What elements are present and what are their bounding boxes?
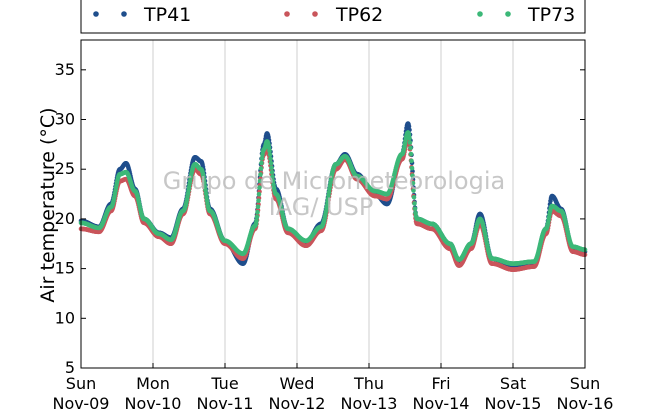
x-tick-date-label: Nov-13 — [341, 394, 398, 409]
y-axis-label: Air temperature (°C) — [37, 107, 59, 302]
x-tick-date-label: Nov-12 — [269, 394, 326, 409]
data-point — [406, 124, 412, 129]
watermark-line-1: Grupo de Micrometeorologia — [163, 167, 505, 195]
legend-marker-tp73-a — [477, 11, 483, 17]
data-point — [408, 145, 413, 151]
x-tick-day-label: Mon — [136, 374, 170, 393]
legend-box: TP41 TP62 TP73 — [80, 0, 586, 34]
data-point — [268, 156, 273, 162]
data-point — [254, 218, 259, 224]
data-point — [259, 160, 264, 166]
x-tick-day-label: Wed — [280, 374, 315, 393]
data-point — [269, 169, 275, 175]
y-axis: 5 10 15 20 25 30 35 — [55, 60, 585, 377]
data-point — [202, 184, 208, 189]
x-tick-date-label: Nov-10 — [125, 394, 182, 409]
vertical-grid — [152, 40, 514, 368]
data-point — [203, 191, 209, 197]
data-point — [255, 209, 260, 215]
legend-marker-tp41-b — [121, 11, 127, 17]
data-point — [410, 180, 416, 186]
data-point — [409, 158, 414, 164]
legend-entry-tp73: TP73 — [477, 4, 575, 26]
data-point — [270, 178, 276, 184]
data-point — [269, 165, 274, 171]
y-tick-label: 5 — [65, 358, 75, 377]
data-point — [255, 204, 261, 210]
legend-label-tp73: TP73 — [527, 4, 575, 26]
y-tick-label: 20 — [55, 209, 75, 228]
x-tick-date-label: Nov-15 — [485, 394, 542, 409]
legend-entry-tp62: TP62 — [284, 4, 383, 26]
legend-frame — [80, 0, 586, 34]
data-point — [257, 185, 262, 190]
x-tick-date-label: Nov-16 — [557, 394, 614, 409]
data-point — [258, 172, 263, 177]
data-point — [268, 160, 274, 166]
legend-entry-tp41: TP41 — [93, 4, 191, 26]
legend-marker-tp62-a — [284, 11, 290, 17]
x-tick-day-label: Sun — [570, 374, 600, 393]
data-point — [257, 178, 263, 184]
data-point — [258, 166, 264, 171]
data-point — [411, 194, 417, 200]
data-point — [407, 140, 413, 145]
data-point — [256, 191, 262, 197]
data-point — [407, 135, 412, 141]
watermark-line-2: IAG/ USP — [269, 193, 374, 221]
data-point — [202, 180, 207, 186]
data-point — [259, 155, 265, 161]
x-tick-day-label: Tue — [210, 374, 238, 393]
plot-series — [78, 121, 588, 272]
x-tick-day-label: Sun — [66, 374, 96, 393]
y-tick-label: 35 — [55, 60, 75, 79]
y-tick-label: 15 — [55, 259, 75, 278]
data-point — [412, 206, 418, 212]
series-tp73 — [78, 130, 588, 266]
data-point — [254, 214, 260, 220]
data-point — [412, 201, 417, 206]
plot-frame — [80, 39, 586, 369]
legend-marker-tp62-b — [312, 11, 318, 17]
y-tick-label: 25 — [55, 159, 75, 178]
x-tick-date-label: Nov-14 — [413, 394, 470, 409]
x-axis: SunNov-09MonNov-10TueNov-11WedNov-12ThuN… — [53, 363, 614, 409]
data-point — [267, 148, 272, 154]
legend-label-tp41: TP41 — [143, 4, 191, 26]
legend-marker-tp73-b — [505, 11, 511, 17]
data-point — [411, 188, 416, 193]
data-point — [270, 174, 275, 180]
x-tick-date-label: Nov-09 — [53, 394, 110, 409]
legend-marker-tp41-a — [93, 11, 99, 17]
data-point — [408, 151, 414, 157]
data-point — [410, 173, 415, 178]
y-tick-label: 10 — [55, 308, 75, 327]
x-tick-date-label: Nov-11 — [197, 394, 254, 409]
data-point — [267, 152, 273, 157]
y-tick-label: 30 — [55, 110, 75, 129]
legend-label-tp62: TP62 — [335, 4, 383, 26]
x-tick-day-label: Fri — [431, 374, 450, 393]
data-point — [256, 198, 261, 203]
x-tick-day-label: Sat — [500, 374, 526, 393]
data-point — [203, 187, 208, 193]
watermark: Grupo de Micrometeorologia IAG/ USP — [163, 167, 505, 221]
x-tick-day-label: Thu — [353, 374, 384, 393]
data-point — [409, 165, 415, 171]
